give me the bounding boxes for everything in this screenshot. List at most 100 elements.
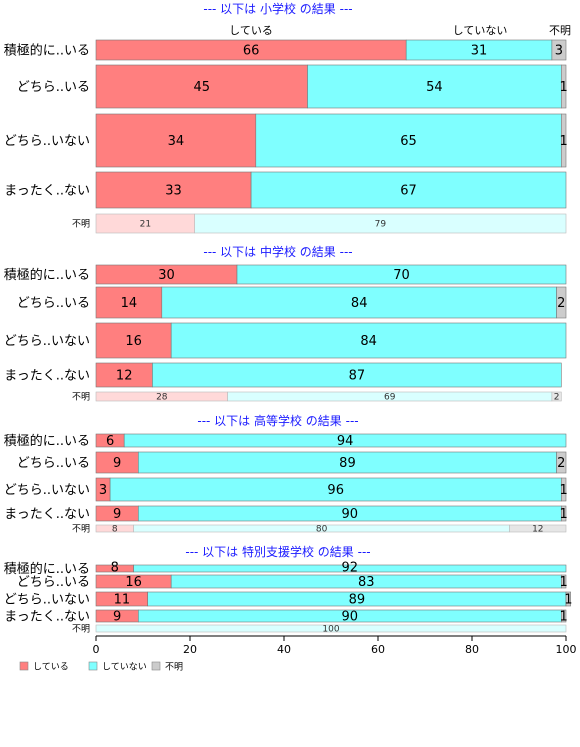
bar-segment xyxy=(556,451,567,474)
data-label: 89 xyxy=(349,593,366,608)
bar-segment xyxy=(161,286,557,319)
data-label: 28 xyxy=(156,393,168,403)
row-label: どちら..いない xyxy=(4,134,90,149)
bar-segment xyxy=(95,362,153,388)
legend-swatch xyxy=(19,661,29,671)
data-label: 14 xyxy=(121,296,138,311)
data-label: 84 xyxy=(360,334,377,349)
data-label: 1 xyxy=(564,593,572,608)
bar-segment xyxy=(556,286,567,319)
x-tick-label: 40 xyxy=(277,643,291,656)
bar-segment xyxy=(95,171,252,209)
data-label: 1 xyxy=(560,134,568,149)
bar-segment xyxy=(551,39,567,61)
x-tick-label: 100 xyxy=(556,643,577,656)
bar-segment xyxy=(123,433,567,448)
column-label: 不明 xyxy=(549,24,571,37)
bar-segment xyxy=(560,64,567,109)
data-label: 66 xyxy=(243,44,260,59)
bar-segment xyxy=(250,171,567,209)
row-label: 積極的に..いる xyxy=(4,561,90,577)
data-label: 8 xyxy=(112,525,118,535)
bar-segment xyxy=(560,609,567,623)
row-label: 積極的に..いる xyxy=(4,43,90,59)
data-label: 6 xyxy=(106,434,114,449)
data-label: 8 xyxy=(111,561,119,576)
bar-segment xyxy=(560,477,567,502)
data-label: 1 xyxy=(560,507,568,522)
data-label: 79 xyxy=(375,220,387,230)
row-label: どちら..いない xyxy=(4,593,90,608)
row-label: 不明 xyxy=(72,524,90,535)
row-label: どちら..いる xyxy=(17,80,90,95)
bar-segment xyxy=(95,286,163,319)
row-label: どちら..いない xyxy=(4,334,90,349)
bar-segment xyxy=(560,574,567,589)
data-label: 45 xyxy=(193,80,210,95)
data-label: 12 xyxy=(532,525,543,535)
row-label: 不明 xyxy=(72,219,90,230)
data-label: 3 xyxy=(555,44,563,59)
row-label: まったく..ない xyxy=(4,369,90,384)
x-tick-label: 20 xyxy=(183,643,197,656)
data-label: 21 xyxy=(140,220,151,230)
bar-segment xyxy=(194,213,567,234)
data-label: 11 xyxy=(114,593,131,608)
bar-segment xyxy=(152,362,562,388)
data-label: 84 xyxy=(351,296,368,311)
legend-label: している xyxy=(33,662,69,673)
data-label: 70 xyxy=(393,268,410,283)
data-label: 92 xyxy=(342,561,359,576)
row-label: 不明 xyxy=(72,624,90,635)
data-label: 100 xyxy=(322,625,339,635)
x-tick-label: 80 xyxy=(465,643,479,656)
data-label: 3 xyxy=(99,483,107,498)
row-label: 不明 xyxy=(72,392,90,403)
data-label: 16 xyxy=(125,334,142,349)
data-label: 2 xyxy=(554,393,560,403)
data-label: 2 xyxy=(557,296,565,311)
row-label: まったく..ない xyxy=(4,610,90,625)
data-label: 54 xyxy=(426,80,443,95)
row-label: どちら..いない xyxy=(4,483,90,498)
data-label: 1 xyxy=(560,80,568,95)
bar-segment xyxy=(560,505,567,522)
row-label: 積極的に..いる xyxy=(4,433,90,449)
panel-title: --- 以下は 中学校 の結果 --- xyxy=(203,244,352,259)
data-label: 80 xyxy=(316,525,328,535)
data-label: 67 xyxy=(400,184,417,199)
row-label: どちら..いる xyxy=(17,296,90,311)
bar-segment xyxy=(307,64,562,109)
data-label: 69 xyxy=(384,393,396,403)
data-label: 96 xyxy=(327,483,344,498)
data-label: 90 xyxy=(342,507,359,522)
row-label: 積極的に..いる xyxy=(4,267,90,283)
data-label: 89 xyxy=(339,456,356,471)
row-label: どちら..いる xyxy=(17,575,90,590)
column-label: している xyxy=(229,24,273,37)
bar-segment xyxy=(170,322,567,359)
data-label: 94 xyxy=(337,434,354,449)
row-label: まったく..ない xyxy=(4,507,90,522)
bar-segment xyxy=(551,391,562,402)
data-label: 1 xyxy=(560,483,568,498)
bar-segment xyxy=(133,564,567,573)
x-tick-label: 60 xyxy=(371,643,385,656)
data-label: 34 xyxy=(168,134,185,149)
legend-label: していない xyxy=(102,662,147,673)
data-label: 65 xyxy=(400,134,417,149)
panel-title: --- 以下は 特別支援学校 の結果 --- xyxy=(185,544,370,559)
data-label: 9 xyxy=(113,610,121,625)
bar-segment xyxy=(236,264,567,285)
legend-swatch xyxy=(151,661,161,671)
data-label: 9 xyxy=(113,456,121,471)
data-label: 33 xyxy=(165,184,182,199)
data-label: 83 xyxy=(358,575,375,590)
data-label: 12 xyxy=(116,369,133,384)
bar-segment xyxy=(255,113,562,168)
bar-segment xyxy=(95,624,567,633)
data-label: 9 xyxy=(113,507,121,522)
row-label: まったく..ない xyxy=(4,184,90,199)
bar-segment xyxy=(509,524,567,533)
